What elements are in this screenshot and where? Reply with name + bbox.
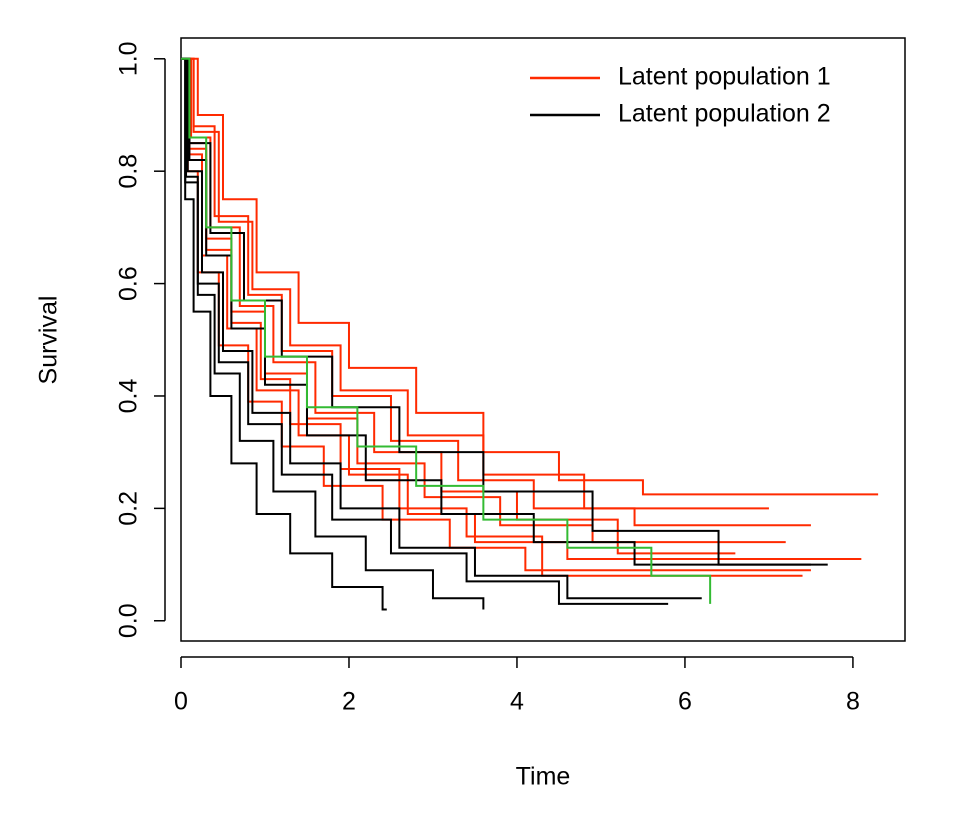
y-tick-label: 0.6 xyxy=(115,266,143,301)
survival-curve xyxy=(181,57,811,527)
y-tick-label: 0.2 xyxy=(115,491,143,526)
x-tick-label: 6 xyxy=(678,688,692,716)
y-tick-label: 0.8 xyxy=(115,154,143,189)
legend-label: Latent population 2 xyxy=(618,100,831,128)
survival-curve xyxy=(181,57,669,605)
survival-curve xyxy=(181,57,862,560)
x-tick-label: 8 xyxy=(846,688,860,716)
legend-label: Latent population 1 xyxy=(618,63,831,91)
survival-curve xyxy=(181,57,702,600)
survival-curve xyxy=(181,57,828,566)
survival-curve xyxy=(181,57,769,510)
survival-curve xyxy=(181,57,712,604)
survival-curve xyxy=(181,57,811,566)
survival-curve xyxy=(181,57,387,611)
x-tick-label: 4 xyxy=(510,688,524,716)
x-tick-label: 0 xyxy=(174,688,188,716)
survival-curve xyxy=(181,57,485,610)
plot-box xyxy=(180,37,906,642)
x-tick-label: 2 xyxy=(342,688,356,716)
y-tick-label: 1.0 xyxy=(115,41,143,76)
y-axis-label: Survival xyxy=(35,296,63,385)
y-tick-label: 0.0 xyxy=(115,603,143,638)
x-axis-label: Time xyxy=(516,763,571,791)
y-tick-label: 0.4 xyxy=(115,379,143,414)
